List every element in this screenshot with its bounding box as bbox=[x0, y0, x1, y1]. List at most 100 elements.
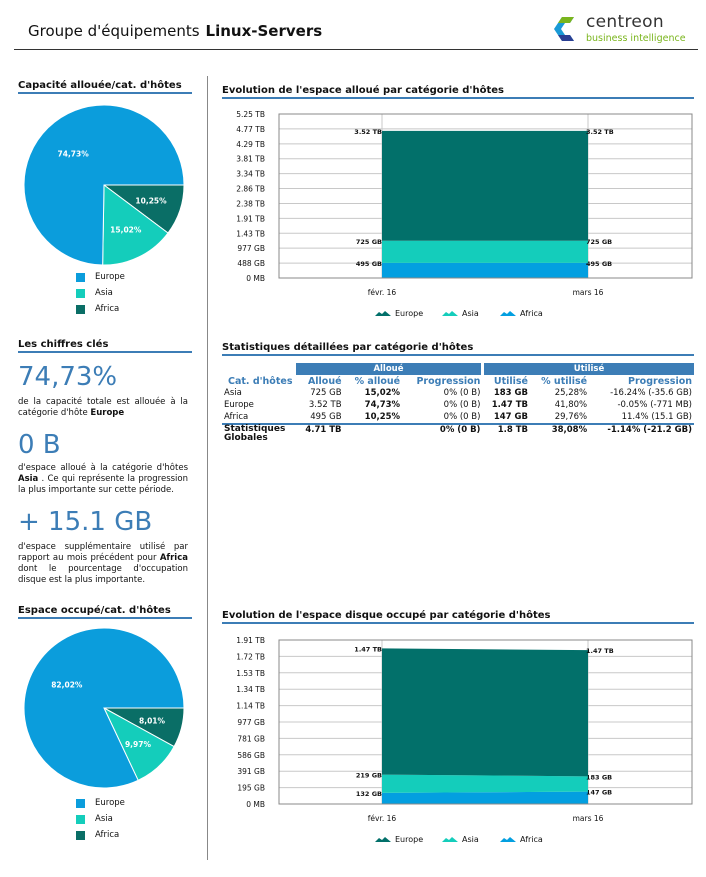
legend-label: Asia bbox=[462, 835, 479, 844]
data-label: 1.47 TB bbox=[354, 645, 382, 653]
area-asia bbox=[382, 774, 588, 793]
legend-africa: Africa bbox=[76, 830, 119, 840]
legend-label: Europe bbox=[95, 272, 125, 282]
total-cell: -1.14% (-21.2 GB) bbox=[589, 423, 694, 443]
y-tick-label: 195 GB bbox=[237, 784, 265, 793]
table-cell: 1.47 TB bbox=[491, 400, 528, 410]
pie-slice-europe bbox=[23, 104, 185, 266]
alloc-area-chart: 0 MB 488 GB 977 GB 1.43 TB 1.91 TB 2.38 TB 2.8… bbox=[236, 110, 693, 318]
y-tick-label: 1.91 TB bbox=[236, 636, 265, 645]
used-area-chart: 0 MB 195 GB 391 GB 586 GB 781 GB 977 GB 1.14 T… bbox=[236, 636, 693, 844]
table-cell: 74,73% bbox=[364, 400, 401, 410]
legend-europe: Europe bbox=[76, 798, 125, 808]
key-figure-3: + 15.1 GB bbox=[18, 507, 153, 537]
pie-label: 9,97% bbox=[125, 740, 152, 749]
legend-label: Africa bbox=[520, 309, 543, 318]
logo-sub: business intelligence bbox=[586, 33, 686, 44]
key-figure-2: 0 B bbox=[18, 430, 61, 460]
x-tick-label: févr. 16 bbox=[368, 288, 397, 297]
logo-icon bbox=[554, 17, 574, 41]
total-cell: 38,08% bbox=[529, 423, 590, 443]
y-tick-label: 3.34 TB bbox=[236, 170, 265, 179]
table-cell: 29,76% bbox=[554, 412, 588, 422]
legend-label: Asia bbox=[95, 814, 113, 824]
legend-area-icon bbox=[500, 837, 516, 842]
table-cell: 495 GB bbox=[310, 412, 342, 422]
legend-swatch bbox=[76, 830, 85, 840]
plot-frame bbox=[278, 639, 693, 805]
table-cell: -16.24% (-35.6 GB) bbox=[610, 388, 692, 398]
legend-europe: Europe bbox=[375, 309, 423, 318]
table-cell: 11.4% (15.1 GB) bbox=[621, 412, 692, 422]
y-tick-label: 391 GB bbox=[237, 767, 265, 776]
y-tick-label: 0 MB bbox=[246, 800, 265, 809]
legend-asia: Asia bbox=[76, 814, 113, 824]
legend-swatch bbox=[76, 288, 85, 298]
column-header: % utilisé bbox=[541, 375, 588, 387]
legend-area-icon bbox=[442, 837, 458, 842]
area-africa bbox=[382, 791, 588, 804]
y-tick-label: 586 GB bbox=[237, 751, 265, 760]
legend-asia: Asia bbox=[442, 835, 479, 844]
legend-swatch bbox=[76, 304, 85, 314]
column-header: Cat. d'hôtes bbox=[228, 375, 293, 387]
legend-label: Asia bbox=[462, 309, 479, 318]
stats-table: Alloué Utilisé Cat. d'hôtes Alloué% alloué… bbox=[222, 363, 694, 443]
table-cell: 41,80% bbox=[554, 400, 588, 410]
legend-swatch bbox=[76, 272, 85, 282]
column-divider bbox=[207, 76, 208, 860]
legend-label: Africa bbox=[95, 830, 120, 840]
data-label: 147 GB bbox=[586, 789, 612, 797]
y-tick-label: 1.34 TB bbox=[236, 685, 265, 694]
data-label: 725 GB bbox=[356, 238, 382, 246]
legend-asia: Asia bbox=[76, 288, 113, 298]
used-pie-chart: 8,01% 9,97% 82,02% bbox=[23, 627, 185, 789]
group-alloue: Alloué bbox=[296, 363, 483, 375]
legend-area-icon bbox=[442, 311, 458, 316]
total-cell: 0% (0 B) bbox=[402, 423, 483, 443]
legend-africa: Africa bbox=[500, 309, 543, 318]
area-asia bbox=[382, 240, 588, 263]
pie-label: 74,73% bbox=[58, 150, 90, 159]
table-row: Asia 725 GB 15,02% 0% (0 B) 183 GB 25,28% -16.… bbox=[222, 387, 694, 399]
table-row: Africa 495 GB 10,25% 0% (0 B) 147 GB 29,76% 11… bbox=[222, 411, 694, 424]
legend-label: Europe bbox=[95, 798, 125, 808]
title-prefix: Groupe d'équipements bbox=[28, 22, 200, 40]
group-utilise: Utilisé bbox=[480, 363, 694, 375]
table-header-row: Cat. d'hôtes Alloué % alloué Progression Uti… bbox=[222, 375, 694, 387]
y-tick-label: 4.77 TB bbox=[236, 125, 265, 134]
legend-area-icon bbox=[375, 837, 391, 842]
column-header: Utilisé bbox=[493, 375, 528, 387]
legend-label: Africa bbox=[520, 835, 543, 844]
page-title: Groupe d'équipements Linux-Servers bbox=[28, 22, 322, 40]
y-tick-label: 4.29 TB bbox=[236, 140, 265, 149]
legend-area-icon bbox=[375, 311, 391, 316]
legend-swatch bbox=[76, 798, 85, 808]
legend-label: Europe bbox=[395, 835, 423, 844]
table-cell: 725 GB bbox=[310, 388, 342, 398]
legend-asia: Asia bbox=[442, 309, 479, 318]
key-figures-title: Les chiffres clés bbox=[18, 339, 192, 353]
y-tick-label: 781 GB bbox=[237, 734, 265, 743]
table-cell: Europe bbox=[224, 400, 254, 410]
total-cell: 1.8 TB bbox=[482, 423, 530, 443]
data-label: 495 GB bbox=[356, 260, 382, 268]
legend-label: Europe bbox=[395, 309, 423, 318]
area-europe bbox=[382, 130, 588, 241]
used-pie-title: Espace occupé/cat. d'hôtes bbox=[18, 605, 192, 619]
header-divider bbox=[14, 49, 698, 50]
x-tick-label: mars 16 bbox=[573, 288, 604, 297]
y-tick-label: 977 GB bbox=[237, 718, 265, 727]
centreon-logo: centreon business intelligence bbox=[552, 12, 698, 46]
key-text-3: d'espace supplémentaire utilisé par rapp… bbox=[18, 542, 188, 585]
data-label: 495 GB bbox=[586, 260, 612, 268]
total-cell: Statistiques Globales bbox=[222, 423, 296, 443]
y-tick-label: 2.38 TB bbox=[236, 199, 265, 208]
pie-label: 82,02% bbox=[51, 680, 83, 689]
y-tick-label: 2.86 TB bbox=[236, 185, 265, 194]
table-cell: -0.05% (-771 MB) bbox=[617, 400, 692, 410]
data-label: 219 GB bbox=[356, 772, 382, 780]
table-cell: 3.52 TB bbox=[308, 400, 342, 410]
data-label: 183 GB bbox=[586, 773, 612, 781]
table-cell: Africa bbox=[224, 412, 249, 422]
